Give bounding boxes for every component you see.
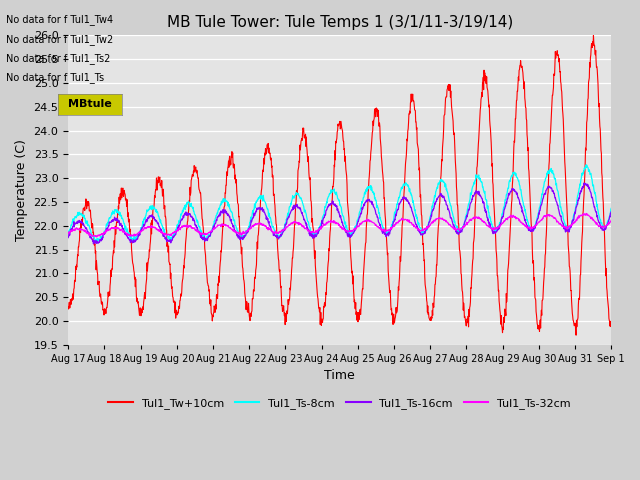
Line: Tul1_Tw+10cm: Tul1_Tw+10cm	[68, 36, 611, 335]
Tul1_Ts-16cm	[607, 209, 615, 215]
Tul1_Ts-16cm	[90, 241, 97, 247]
Tul1_Ts-16cm	[64, 235, 72, 240]
Tul1_Tw+10cm	[185, 204, 193, 209]
Tul1_Ts-32cm	[607, 217, 615, 223]
Line: Tul1_Ts-8cm: Tul1_Ts-8cm	[68, 165, 611, 242]
Tul1_Ts-32cm	[172, 228, 180, 234]
Text: No data for f Tul1_Tw2: No data for f Tul1_Tw2	[6, 34, 114, 45]
Tul1_Tw+10cm	[246, 316, 253, 322]
Tul1_Ts-16cm	[543, 186, 551, 192]
X-axis label: Time: Time	[324, 369, 355, 382]
Text: No data for f Tul1_Ts2: No data for f Tul1_Ts2	[6, 53, 111, 64]
Tul1_Ts-16cm	[580, 180, 588, 186]
Text: No data for f Tul1_Ts: No data for f Tul1_Ts	[6, 72, 104, 83]
Tul1_Tw+10cm	[495, 288, 502, 293]
Tul1_Ts-8cm	[583, 162, 591, 168]
Tul1_Ts-32cm	[246, 226, 254, 232]
Tul1_Ts-32cm	[583, 211, 591, 216]
Tul1_Tw+10cm	[172, 315, 180, 321]
Line: Tul1_Ts-32cm: Tul1_Ts-32cm	[68, 214, 611, 237]
Title: MB Tule Tower: Tule Temps 1 (3/1/11-3/19/14): MB Tule Tower: Tule Temps 1 (3/1/11-3/19…	[166, 15, 513, 30]
Tul1_Ts-8cm	[64, 229, 72, 235]
Tul1_Ts-8cm	[424, 221, 432, 227]
Tul1_Tw+10cm	[572, 332, 580, 338]
Text: No data for f Tul1_Tw4: No data for f Tul1_Tw4	[6, 14, 113, 25]
Tul1_Ts-8cm	[495, 223, 503, 228]
Tul1_Ts-32cm	[64, 230, 72, 236]
Tul1_Ts-32cm	[543, 212, 551, 217]
Line: Tul1_Ts-16cm: Tul1_Ts-16cm	[68, 183, 611, 244]
Tul1_Ts-32cm	[424, 224, 432, 230]
Tul1_Ts-8cm	[246, 220, 254, 226]
Tul1_Ts-16cm	[424, 224, 432, 229]
Tul1_Ts-8cm	[172, 228, 180, 234]
Tul1_Tw+10cm	[64, 304, 72, 310]
Tul1_Ts-8cm	[607, 205, 615, 211]
Tul1_Ts-8cm	[543, 170, 551, 176]
Tul1_Ts-16cm	[172, 229, 180, 235]
Y-axis label: Temperature (C): Temperature (C)	[15, 139, 28, 241]
Tul1_Ts-32cm	[93, 234, 100, 240]
Tul1_Ts-32cm	[495, 223, 503, 229]
Tul1_Ts-32cm	[186, 223, 193, 229]
Tul1_Tw+10cm	[589, 33, 597, 38]
Tul1_Tw+10cm	[424, 303, 431, 309]
Tul1_Ts-8cm	[92, 239, 100, 245]
Legend: Tul1_Tw+10cm, Tul1_Ts-8cm, Tul1_Ts-16cm, Tul1_Ts-32cm: Tul1_Tw+10cm, Tul1_Ts-8cm, Tul1_Ts-16cm,…	[104, 394, 575, 413]
Tul1_Ts-16cm	[495, 226, 503, 231]
Text: MBtule: MBtule	[68, 99, 111, 109]
Tul1_Tw+10cm	[543, 223, 550, 228]
Tul1_Ts-16cm	[186, 211, 193, 217]
Tul1_Ts-16cm	[246, 224, 254, 230]
Tul1_Ts-8cm	[186, 200, 193, 206]
Tul1_Tw+10cm	[607, 324, 615, 329]
